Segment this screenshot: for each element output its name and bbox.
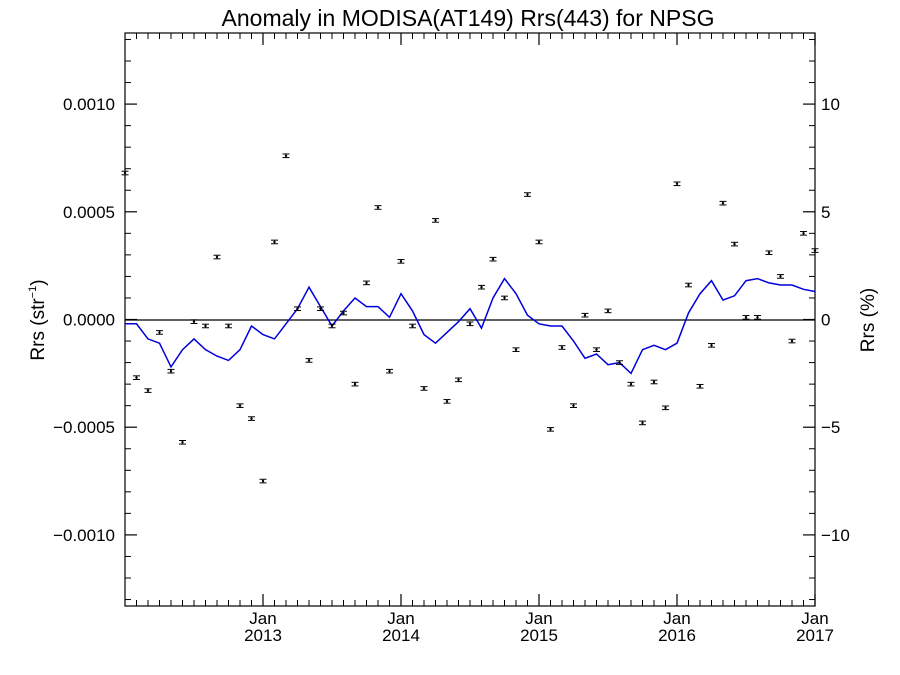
y-right-tick-label: 0 xyxy=(821,311,830,330)
x-tick-year: 2015 xyxy=(520,626,558,645)
data-point xyxy=(420,386,428,391)
data-point xyxy=(696,383,704,389)
data-point xyxy=(133,375,140,380)
chart-title: Anomaly in MODISA(AT149) Rrs(443) for NP… xyxy=(222,5,715,31)
data-point xyxy=(305,358,313,363)
left-axis-tick-labels: 0.0010 0.0005 0.0000 −0.0005 −0.0010 xyxy=(53,95,115,545)
y-left-tick-label: −0.0010 xyxy=(53,526,115,545)
data-point xyxy=(202,323,209,329)
x-tick-year: 2013 xyxy=(244,626,282,645)
data-point xyxy=(512,347,520,352)
x-tick-month: Jan xyxy=(249,609,276,628)
data-point xyxy=(673,181,681,187)
percent-anomaly-line xyxy=(125,277,816,375)
data-point xyxy=(340,310,347,316)
data-point xyxy=(374,205,382,210)
y-axis-left-label: Rrs (str−1) xyxy=(27,279,49,360)
data-point xyxy=(489,256,497,262)
data-point xyxy=(811,248,819,253)
data-point xyxy=(593,347,600,352)
data-point xyxy=(213,254,221,260)
data-point xyxy=(581,312,589,318)
data-point xyxy=(742,315,750,320)
data-point xyxy=(662,405,669,411)
x-tick-year: 2014 xyxy=(382,626,420,645)
data-point xyxy=(627,381,635,387)
data-point xyxy=(156,330,163,335)
data-point xyxy=(294,306,301,312)
data-point xyxy=(535,239,543,245)
data-point xyxy=(179,439,186,445)
data-point xyxy=(317,306,324,312)
data-point xyxy=(478,284,485,290)
x-tick-month: Jan xyxy=(387,609,414,628)
y-right-tick-label: 5 xyxy=(821,203,830,222)
y-left-tick-label: 0.0005 xyxy=(63,203,115,222)
data-point xyxy=(386,368,393,374)
data-point xyxy=(121,170,129,176)
rrs-anomaly-points xyxy=(121,153,819,484)
data-point xyxy=(328,323,336,329)
data-point xyxy=(271,239,278,245)
data-point xyxy=(236,403,244,408)
data-point xyxy=(524,192,531,197)
data-point xyxy=(397,259,405,264)
data-point xyxy=(788,338,796,344)
axis-ticks xyxy=(125,33,816,606)
data-point xyxy=(363,280,370,286)
data-point xyxy=(443,399,451,404)
data-point xyxy=(604,308,612,314)
x-tick-month: Jan xyxy=(801,609,828,628)
data-point xyxy=(685,282,692,288)
x-tick-year: 2017 xyxy=(796,626,834,645)
data-point xyxy=(558,345,566,350)
data-point xyxy=(432,218,439,223)
y-left-tick-label: −0.0005 xyxy=(53,418,115,437)
data-point xyxy=(167,368,175,374)
data-point xyxy=(570,403,577,408)
data-point xyxy=(719,200,727,206)
data-point xyxy=(409,323,416,329)
data-point xyxy=(225,323,232,329)
x-tick-month: Jan xyxy=(525,609,552,628)
data-point xyxy=(765,250,773,256)
y-right-tick-label: −5 xyxy=(821,418,840,437)
data-point xyxy=(777,274,784,279)
data-point xyxy=(708,343,715,348)
data-point xyxy=(501,295,508,301)
y-left-tick-label: 0.0000 xyxy=(63,311,115,330)
y-right-tick-label: −10 xyxy=(821,526,850,545)
data-point xyxy=(616,360,623,365)
x-tick-month: Jan xyxy=(663,609,690,628)
data-point xyxy=(754,315,761,320)
data-point xyxy=(466,321,474,327)
y-right-tick-label: 10 xyxy=(821,95,840,114)
data-point xyxy=(731,241,738,247)
data-point xyxy=(800,231,807,236)
data-point xyxy=(455,377,462,383)
data-point xyxy=(259,478,267,484)
data-point xyxy=(639,420,646,426)
x-tick-year: 2016 xyxy=(658,626,696,645)
y-axis-right-label: Rrs (%) xyxy=(858,288,879,352)
data-point xyxy=(351,381,359,387)
data-point xyxy=(144,388,152,393)
data-point xyxy=(650,379,658,385)
y-left-tick-label: 0.0010 xyxy=(63,95,115,114)
data-point xyxy=(248,416,255,421)
data-point xyxy=(282,153,290,159)
data-point xyxy=(190,319,198,324)
right-axis-tick-labels: 10 5 0 −5 −10 xyxy=(821,95,850,545)
data-point xyxy=(547,427,554,432)
